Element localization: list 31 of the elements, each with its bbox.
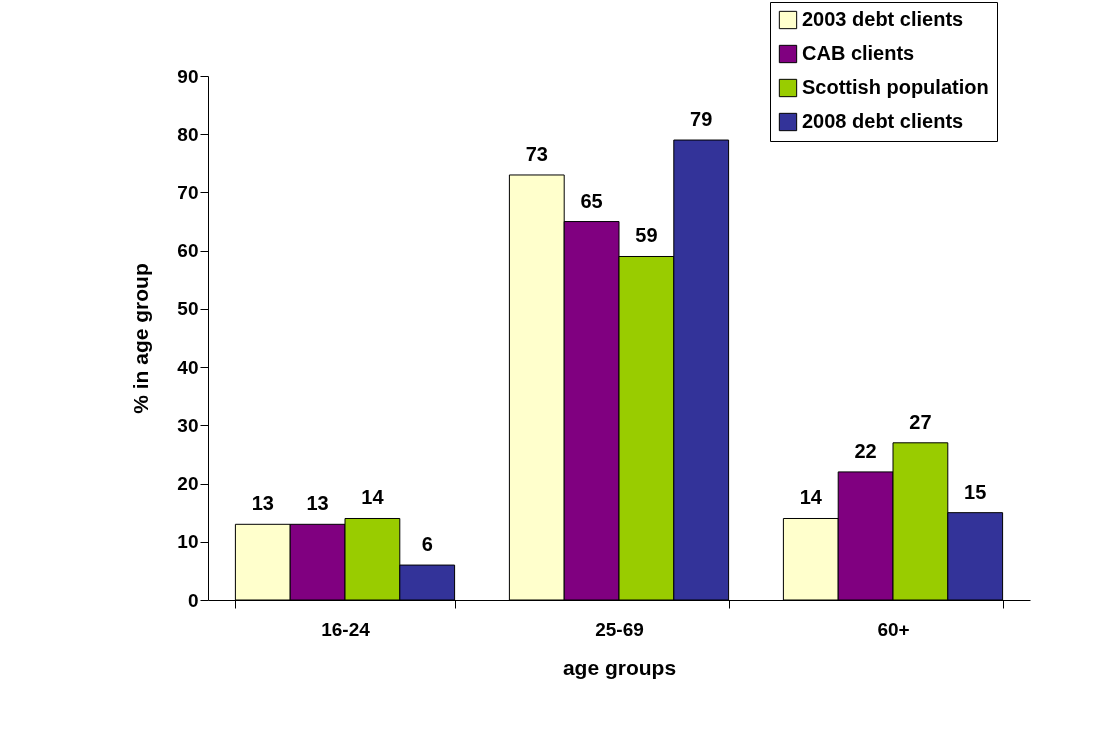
data-label: 13: [251, 492, 274, 515]
data-label: 73: [525, 142, 548, 165]
y-tick-label: 50: [177, 298, 199, 320]
legend-label: 2008 debt clients: [802, 110, 964, 132]
legend-label: Scottish population: [802, 76, 989, 98]
data-label: 65: [580, 189, 603, 212]
data-label: 6: [421, 533, 433, 556]
y-tick-label: 70: [177, 181, 199, 203]
y-tick-label: 90: [177, 65, 199, 87]
y-tick-label: 40: [177, 356, 199, 378]
x-tick-label: 60+: [877, 618, 910, 640]
data-label: 15: [964, 480, 987, 503]
y-tick-label: 0: [187, 589, 199, 611]
y-axis-title: % in age group: [129, 263, 153, 414]
y-tick-label: 30: [177, 414, 199, 436]
data-label: 79: [690, 108, 713, 131]
y-tick-label: 80: [177, 123, 199, 145]
data-label: 59: [635, 224, 658, 247]
y-tick-label: 10: [177, 531, 199, 553]
legend-label: CAB clients: [802, 42, 915, 64]
y-tick-label: 20: [177, 473, 199, 495]
data-label: 14: [799, 486, 823, 509]
data-label: 13: [306, 492, 329, 515]
data-label: 27: [909, 410, 932, 433]
x-axis-title: age groups: [562, 655, 677, 679]
legend-label: 2003 debt clients: [802, 8, 964, 30]
data-label: 22: [854, 439, 877, 462]
x-tick-label: 16-24: [321, 618, 371, 640]
data-label: 14: [361, 486, 385, 509]
x-tick-label: 25-69: [595, 618, 644, 640]
y-tick-label: 60: [177, 240, 199, 262]
